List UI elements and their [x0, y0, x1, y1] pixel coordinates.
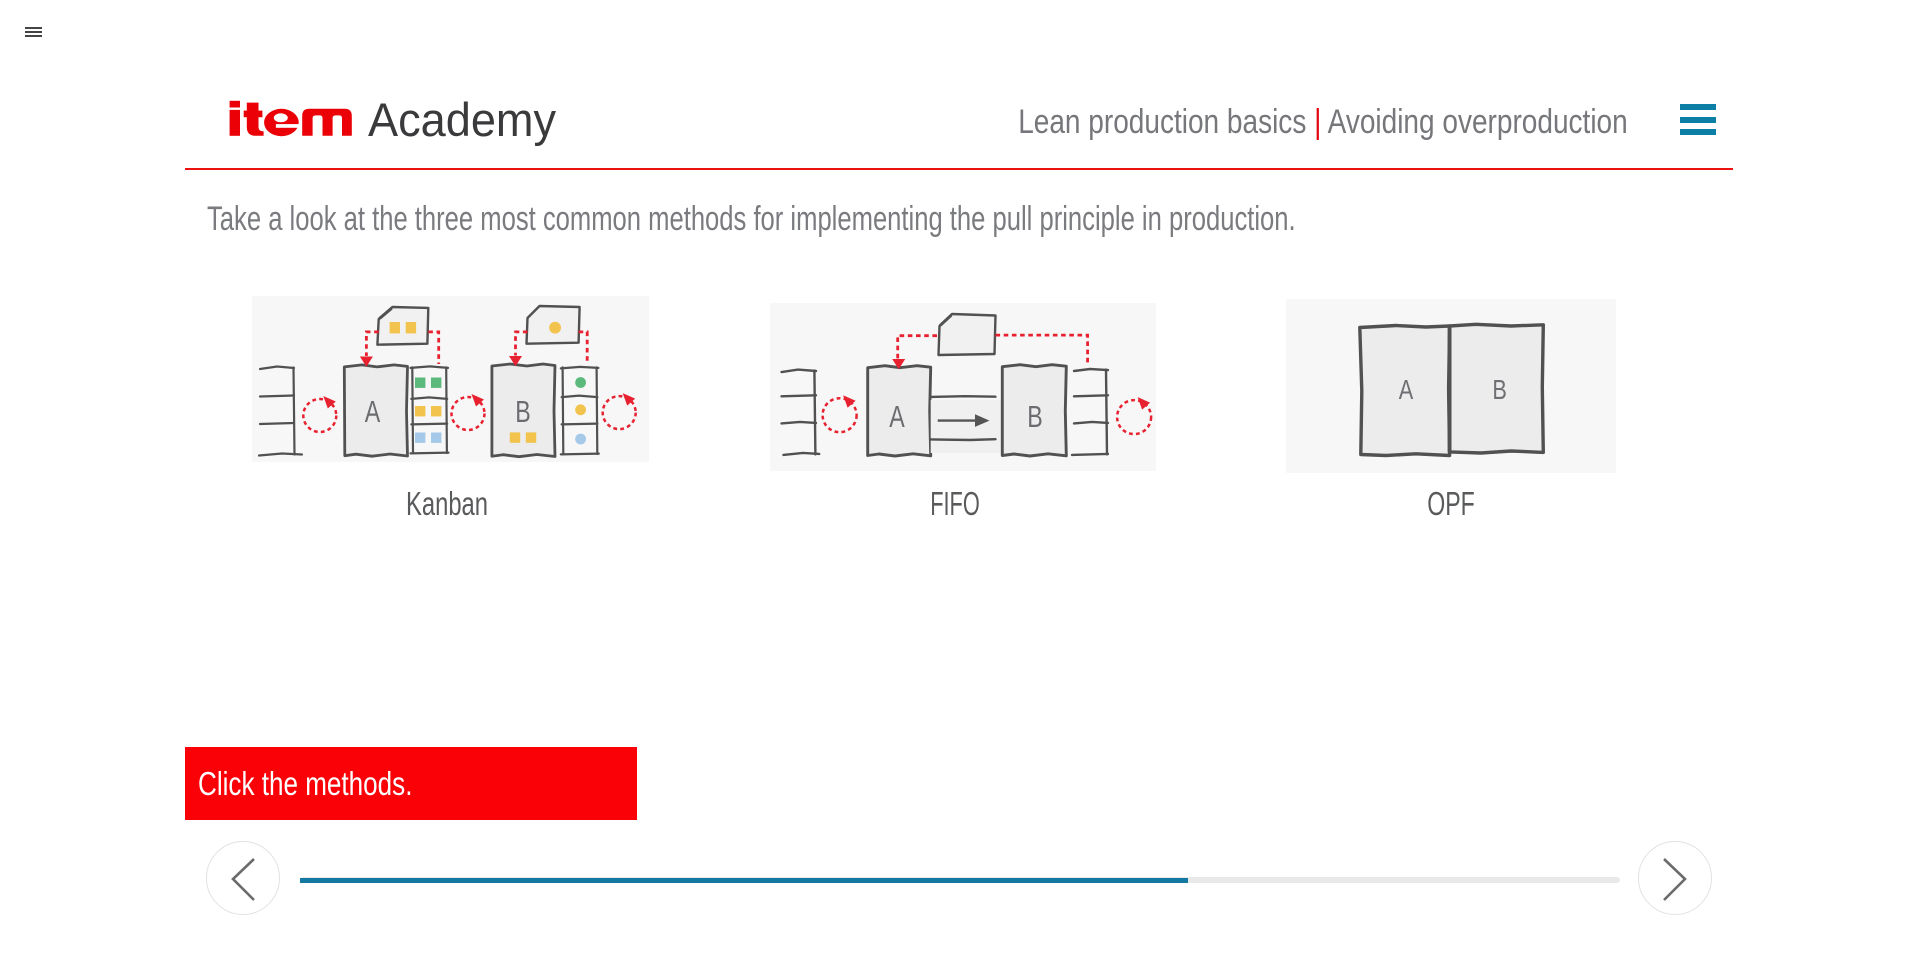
svg-text:A: A — [889, 399, 905, 434]
svg-text:A: A — [365, 394, 381, 429]
svg-text:A: A — [1399, 374, 1414, 405]
svg-text:B: B — [1027, 399, 1043, 434]
svg-text:B: B — [515, 394, 531, 429]
svg-text:B: B — [1492, 374, 1507, 405]
